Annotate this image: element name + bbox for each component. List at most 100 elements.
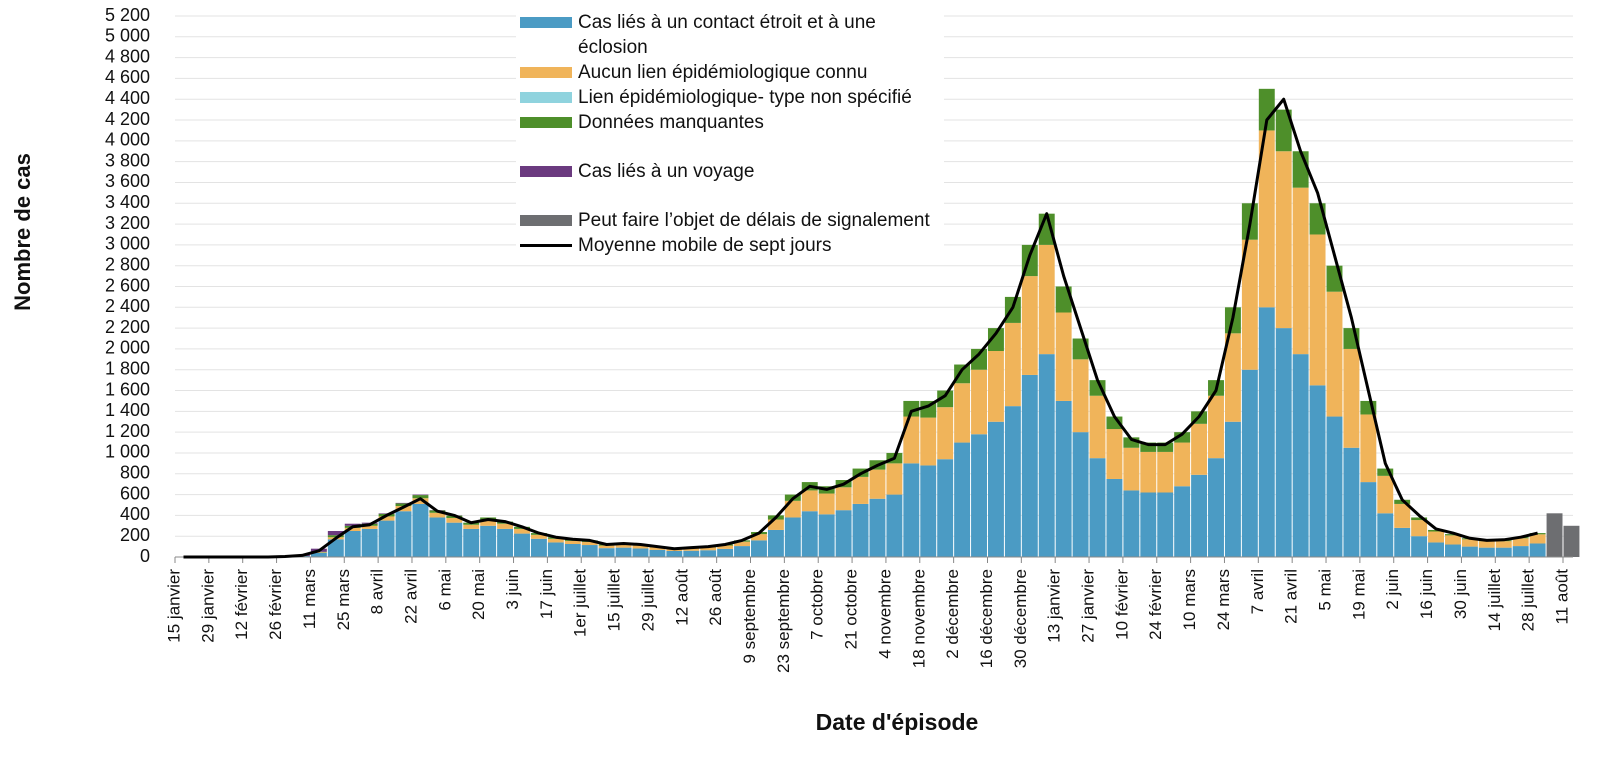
bar-segment [767, 519, 784, 530]
legend-item: Moyenne mobile de sept jours [520, 233, 940, 258]
bar-segment [971, 369, 987, 435]
bar-segment [1038, 244, 1055, 355]
bar-segment [818, 493, 835, 515]
bar-segment [987, 351, 1004, 422]
bar-segment [1258, 88, 1275, 131]
bar-segment [1428, 531, 1445, 543]
bar-segment [1258, 130, 1275, 308]
bar-segment [987, 421, 1004, 557]
bar-segment [615, 544, 632, 548]
y-tick-label: 1 800 [105, 358, 150, 378]
y-tick-label: 3 000 [105, 234, 150, 254]
bar-segment [480, 520, 497, 526]
bar-segment [767, 529, 784, 557]
legend-item: Cas liés à un contact étroit et à une éc… [520, 10, 940, 60]
bar-segment [1055, 312, 1072, 401]
bar-segment [344, 530, 361, 557]
x-tick-label: 25 mars [334, 569, 353, 630]
bar-segment [784, 517, 801, 557]
bar-segment [937, 407, 954, 460]
bar-segment [1208, 395, 1224, 459]
x-tick-label: 8 avril [368, 569, 387, 614]
y-tick-label: 800 [120, 463, 150, 483]
bar-segment [598, 545, 615, 549]
bar-segment [395, 511, 412, 557]
bar-segment [1512, 538, 1529, 547]
bar-segment [1461, 539, 1478, 547]
legend-swatch [520, 17, 572, 28]
y-tick-label: 5 200 [105, 5, 150, 25]
bar-segment [463, 528, 480, 557]
x-tick-label: 7 octobre [808, 569, 827, 640]
bar-segment [734, 541, 751, 547]
x-tick-label: 13 janvier [1045, 569, 1064, 643]
x-tick-label: 24 mars [1214, 569, 1233, 630]
bar-segment [1157, 442, 1174, 452]
bar-segment [1461, 546, 1478, 557]
y-tick-label: 2 200 [105, 317, 150, 337]
bar-segment [700, 547, 717, 551]
bar-segment [903, 416, 920, 464]
bar-segment [361, 528, 378, 557]
bar-segment [429, 517, 446, 557]
bar-segment [717, 548, 734, 557]
y-tick-label: 3 400 [105, 192, 150, 212]
bar-segment [395, 503, 412, 507]
legend-label: Cas liés à un voyage [578, 161, 755, 182]
bar-segment [1140, 442, 1157, 452]
bar-segment [327, 530, 344, 536]
y-tick-label: 600 [120, 483, 150, 503]
bar-segment [1021, 374, 1038, 557]
bar-segment [581, 541, 598, 546]
legend-label: Lien épidémiologique- type non spécifié [578, 87, 912, 108]
bar-segment [1495, 541, 1512, 548]
bar-segment [1140, 451, 1157, 493]
legend-item: Lien épidémiologique- type non spécifié [520, 85, 940, 110]
bar-segment [1208, 458, 1224, 557]
y-tick-label: 0 [140, 546, 150, 566]
bar-segment [1089, 458, 1106, 557]
bar-segment [1529, 534, 1546, 544]
legend-label: Aucun lien épidémiologique connu [578, 62, 868, 83]
bar-segment [1309, 385, 1326, 557]
x-tick-label: 9 septembre [740, 569, 759, 664]
bar-segment [1174, 442, 1191, 487]
bar-segment [1157, 492, 1174, 557]
bar-segment [835, 487, 852, 511]
bar-segment [987, 328, 1004, 352]
legend-item: Peut faire l’objet de délais de signalem… [520, 208, 940, 233]
y-tick-label: 2 000 [105, 338, 150, 358]
bar-segment [344, 527, 361, 531]
bar-segment [852, 503, 869, 557]
bar-segment [412, 498, 429, 504]
bar-segment [1174, 486, 1191, 557]
y-tick-label: 1 200 [105, 421, 150, 441]
bar-segment [1241, 369, 1258, 557]
bar-segment [801, 511, 818, 557]
y-tick-label: 4 000 [105, 130, 150, 150]
bar-segment [480, 525, 497, 557]
y-tick-label: 2 800 [105, 254, 150, 274]
bar-segment [1343, 348, 1360, 448]
legend-item: Aucun lien épidémiologique connu [520, 60, 940, 85]
bar-segment [1326, 291, 1343, 417]
bar-segment [463, 524, 480, 529]
bar-segment [632, 548, 649, 557]
x-tick-label: 3 juin [503, 569, 522, 610]
bar-segment [1038, 354, 1055, 557]
bar-segment [801, 490, 818, 512]
bar-segment [1478, 547, 1495, 557]
x-tick-label: 29 janvier [198, 569, 217, 643]
bar-segment [971, 348, 987, 370]
x-tick-label: 1er juillet [571, 569, 590, 637]
bar-segment [497, 528, 514, 557]
bar-segment [446, 517, 463, 523]
x-tick-label: 4 novembre [875, 569, 894, 659]
bar-segment [1072, 359, 1089, 433]
bar-segment [666, 550, 683, 557]
bar-segment [937, 459, 954, 557]
legend-swatch [520, 92, 572, 103]
bar-segment [734, 546, 751, 557]
